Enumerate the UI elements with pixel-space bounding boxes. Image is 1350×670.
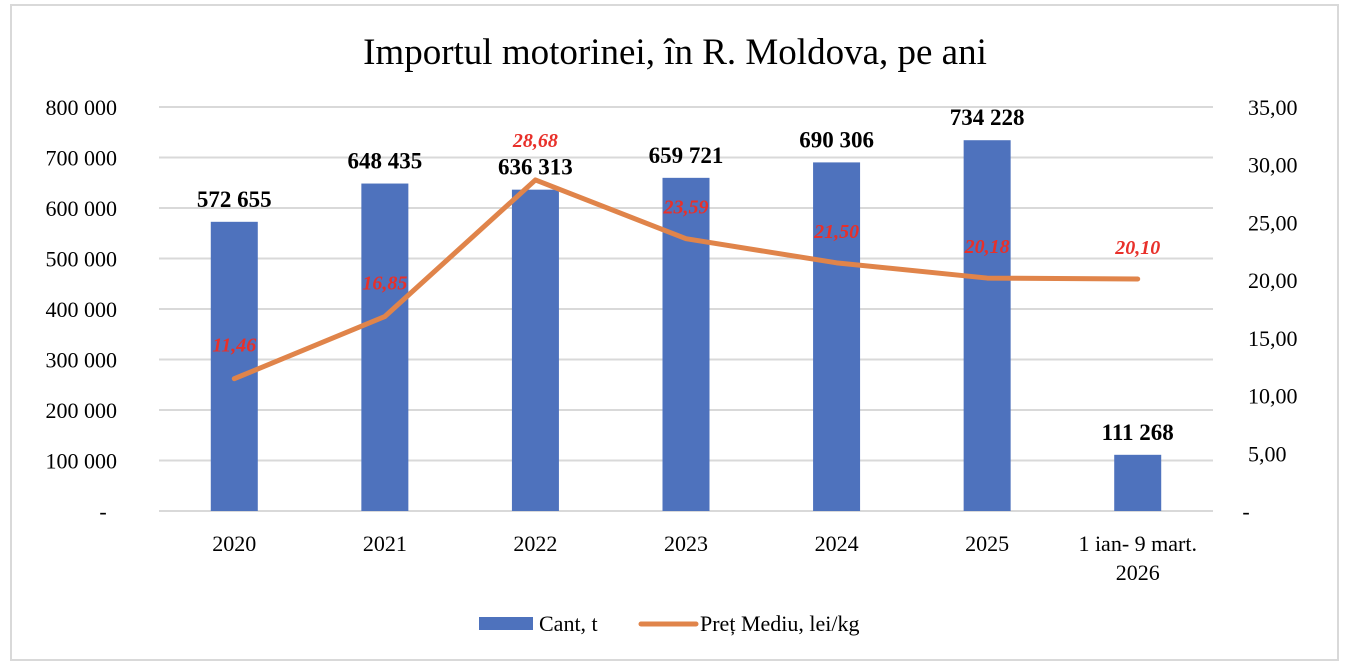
legend-swatch-bar: [479, 617, 533, 630]
x-axis-tick-label: 2023: [664, 531, 708, 556]
x-axis-tick-label: 2024: [815, 531, 859, 556]
bar-series: [210, 140, 1162, 512]
line-data-label: 11,46: [212, 335, 256, 357]
bar-data-label: 111 268: [1102, 420, 1174, 445]
legend: Cant, t Preț Mediu, lei/kg: [479, 611, 859, 636]
x-axis-tick-label: 2021: [363, 531, 407, 556]
line-data-label: 28,68: [512, 130, 558, 152]
x-axis: 2020 2021 2022 2023 2024 2025 1 ian- 9 mart. 20…: [212, 531, 1197, 585]
x-axis-tick-label: 1 ian- 9 mart.: [1078, 531, 1197, 556]
right-axis-tick-label: 35,00: [1248, 95, 1298, 120]
bar-data-label: 659 721: [649, 143, 724, 168]
x-axis-tick-label: 2022: [513, 531, 557, 556]
bar-data-labels: 572 655 648 435 636 313 659 721 690 306 734 2…: [197, 105, 1174, 445]
x-axis-tick-label: 2020: [212, 531, 256, 556]
line-data-label: 20,18: [964, 236, 1010, 258]
bar: [813, 162, 861, 511]
right-axis-tick-label: 15,00: [1248, 326, 1298, 351]
bar: [1114, 454, 1162, 511]
bar-data-label: 636 313: [498, 155, 573, 180]
line-data-label: 23,59: [663, 197, 709, 219]
bar: [963, 140, 1011, 512]
line-data-labels: 11,46 16,85 28,68 23,59 21,50 20,18 20,10: [212, 130, 1160, 357]
right-axis-tick-label: 20,00: [1248, 268, 1298, 293]
left-axis-tick-label: 600 000: [46, 196, 118, 221]
left-axis-tick-label: 200 000: [46, 398, 118, 423]
line-series: [231, 177, 1141, 382]
left-axis-tick-label: 800 000: [46, 95, 118, 120]
left-axis-tick-label: 400 000: [46, 297, 118, 322]
right-axis-tick-label: 30,00: [1248, 153, 1298, 178]
left-axis-tick-label: -: [99, 499, 106, 524]
chart-title: Importul motorinei, în R. Moldova, pe an…: [363, 32, 987, 73]
right-axis-tick-label: 25,00: [1248, 210, 1298, 235]
right-axis-tick-label: -: [1242, 499, 1249, 524]
bar: [662, 177, 710, 512]
left-axis-tick-label: 500 000: [46, 247, 118, 272]
bar: [361, 183, 409, 511]
right-axis: - 5,00 10,00 15,00 20,00 25,00 30,00 35,00: [1242, 95, 1297, 524]
line-data-label: 20,10: [1114, 237, 1160, 259]
x-axis-tick-label: 2026: [1116, 560, 1160, 585]
x-axis-tick-label: 2025: [965, 531, 1009, 556]
right-axis-tick-label: 5,00: [1248, 441, 1287, 466]
left-axis-tick-label: 700 000: [46, 146, 118, 171]
left-axis-tick-label: 300 000: [46, 348, 118, 373]
bar-data-label: 572 655: [197, 187, 272, 212]
bar-data-label: 690 306: [799, 127, 874, 152]
bar: [511, 189, 559, 512]
bar-data-label: 734 228: [950, 105, 1025, 130]
line-data-label: 21,50: [813, 221, 859, 243]
legend-label-bar: Cant, t: [539, 611, 598, 636]
line-data-label: 16,85: [362, 273, 407, 295]
left-axis: - 100 000 200 000 300 000 400 000 500 000 600 …: [46, 95, 118, 524]
bar-data-label: 648 435: [347, 149, 422, 174]
legend-label-line: Preț Mediu, lei/kg: [700, 611, 859, 636]
right-axis-tick-label: 10,00: [1248, 384, 1298, 409]
left-axis-tick-label: 100 000: [46, 449, 118, 474]
bar: [210, 221, 258, 512]
